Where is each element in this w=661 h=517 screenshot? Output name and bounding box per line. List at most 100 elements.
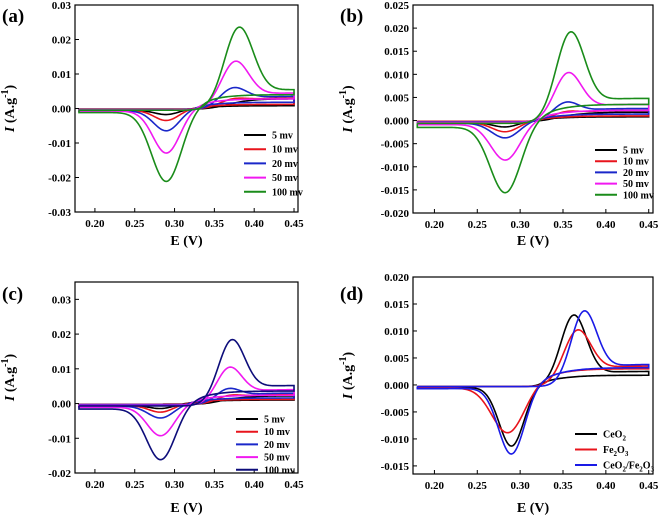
y-axis-label: I (A.g-1)	[0, 354, 18, 403]
cv-curve-50-mv	[78, 366, 295, 437]
x-tick-label: 0.30	[165, 479, 185, 491]
x-tick-label: 0.30	[511, 219, 531, 231]
y-tick-label: 0.02	[52, 329, 72, 341]
y-tick-label: 0.01	[52, 364, 71, 376]
y-tick-label: -0.005	[381, 407, 410, 419]
y-tick-label: 0.000	[384, 116, 409, 128]
y-tick-label: -0.03	[48, 207, 71, 219]
x-tick-label: 0.45	[284, 479, 304, 491]
y-tick-label: 0.020	[384, 272, 409, 284]
y-tick-label: 0.005	[384, 353, 409, 365]
cv-curve-100-mv	[78, 338, 295, 461]
y-tick-label: -0.02	[48, 468, 71, 480]
cv-curve-100-mv	[416, 31, 650, 194]
legend-label: 20 mv	[264, 440, 290, 451]
y-tick-label: 0.02	[52, 35, 72, 47]
panel-label: (c)	[2, 284, 23, 305]
legend-label: 10 mv	[623, 157, 649, 168]
chart-panel-d: 0.20 0.25 0.30 0.35 0.40 0.45 -0.015 -0.010 -0.0…	[338, 272, 659, 516]
x-tick-label: 0.20	[85, 218, 105, 230]
chart-panel-a: 0.20 0.25 0.30 0.35 0.40 0.45 -0.03 -0.02 -0.01 0…	[0, 0, 304, 249]
y-tick-label: 0.03	[52, 294, 72, 306]
plot-frame	[74, 281, 299, 474]
y-axis-label: I (A.g-1)	[338, 352, 356, 401]
y-tick-label: -0.005	[381, 139, 410, 151]
x-axis-label: E (V)	[170, 501, 203, 516]
x-tick-label: 0.20	[425, 480, 445, 492]
y-tick-label: 0.015	[384, 299, 409, 311]
legend-label: 5 mv	[623, 146, 644, 157]
x-axis-label: E (V)	[517, 501, 550, 516]
x-axis-label: E (V)	[517, 234, 550, 249]
y-tick-label: -0.01	[48, 433, 71, 445]
y-tick-label: 0.015	[384, 46, 409, 58]
legend-label: 20 mv	[623, 168, 649, 179]
y-tick-label: -0.01	[48, 138, 71, 150]
x-tick-label: 0.40	[245, 218, 265, 230]
legend-label: 50 mv	[272, 173, 298, 184]
legend-label: 100 mv	[264, 465, 295, 476]
legend-label: 10 mv	[264, 427, 290, 438]
y-tick-label: 0.010	[384, 69, 409, 81]
y-tick-label: -0.015	[381, 185, 410, 197]
y-tick-label: -0.010	[381, 162, 410, 174]
panel-label: (a)	[2, 6, 24, 27]
y-tick-label: 0.005	[384, 92, 409, 104]
y-tick-label: 0.025	[384, 0, 409, 12]
legend-label: 20 mv	[272, 159, 298, 170]
x-tick-label: 0.40	[596, 219, 616, 231]
x-tick-label: 0.25	[125, 218, 145, 230]
y-tick-label: 0.010	[384, 326, 409, 338]
y-tick-label: -0.020	[381, 208, 410, 220]
y-axis-label: I (A.g-1)	[0, 85, 18, 134]
y-tick-label: 0.000	[384, 380, 409, 392]
x-tick-label: 0.40	[596, 480, 616, 492]
cv-curve-ceo2	[416, 314, 650, 447]
x-axis-label: E (V)	[170, 234, 203, 249]
legend-label: 50 mv	[264, 453, 290, 464]
y-axis-label: I (A.g-1)	[338, 85, 356, 134]
legend-label: CeO2	[603, 430, 626, 443]
legend-label: 5 mv	[272, 131, 293, 142]
y-tick-label: 0.00	[52, 399, 72, 411]
x-tick-label: 0.20	[85, 479, 105, 491]
cv-curve-ceo2-fe2o3	[416, 309, 650, 455]
x-tick-label: 0.20	[425, 219, 445, 231]
legend-label: 100 mv	[623, 190, 654, 201]
plot-frame	[412, 4, 654, 214]
y-tick-label: 0.01	[52, 69, 71, 81]
y-tick-label: 0.00	[52, 104, 72, 116]
cv-curve-fe2o3	[416, 329, 650, 434]
legend-label: CeO2/Fe2O3	[603, 461, 655, 474]
x-tick-label: 0.25	[468, 219, 488, 231]
x-tick-label: 0.45	[639, 480, 659, 492]
x-tick-label: 0.35	[205, 218, 225, 230]
x-tick-label: 0.30	[165, 218, 185, 230]
x-tick-label: 0.40	[245, 479, 265, 491]
panel-label: (b)	[340, 6, 363, 27]
x-tick-label: 0.25	[125, 479, 145, 491]
plot-frame	[412, 276, 654, 475]
legend-label: 10 mv	[272, 145, 298, 156]
y-tick-label: 0.020	[384, 23, 409, 35]
x-tick-label: 0.45	[284, 218, 304, 230]
x-tick-label: 0.35	[553, 480, 573, 492]
y-tick-label: -0.02	[48, 173, 71, 185]
legend-label: Fe2O3	[603, 445, 629, 458]
x-tick-label: 0.30	[511, 480, 531, 492]
legend-label: 5 mv	[264, 415, 285, 426]
chart-panel-c: 0.20 0.25 0.30 0.35 0.40 0.45 -0.02 -0.01 0.00 0.…	[0, 281, 304, 516]
y-tick-label: -0.010	[381, 434, 410, 446]
legend-label: 50 mv	[623, 179, 649, 190]
panel-label: (d)	[340, 284, 363, 305]
legend-label: 100 mv	[272, 187, 303, 198]
y-tick-label: -0.015	[381, 461, 410, 473]
x-tick-label: 0.35	[205, 479, 225, 491]
y-tick-label: 0.03	[52, 0, 72, 12]
chart-panel-b: 0.20 0.25 0.30 0.35 0.40 0.45 -0.020 -0.015 -0.0…	[338, 0, 659, 249]
x-tick-label: 0.35	[553, 219, 573, 231]
x-tick-label: 0.25	[468, 480, 488, 492]
x-tick-label: 0.45	[639, 219, 659, 231]
cv-curve-100-mv	[78, 26, 295, 183]
